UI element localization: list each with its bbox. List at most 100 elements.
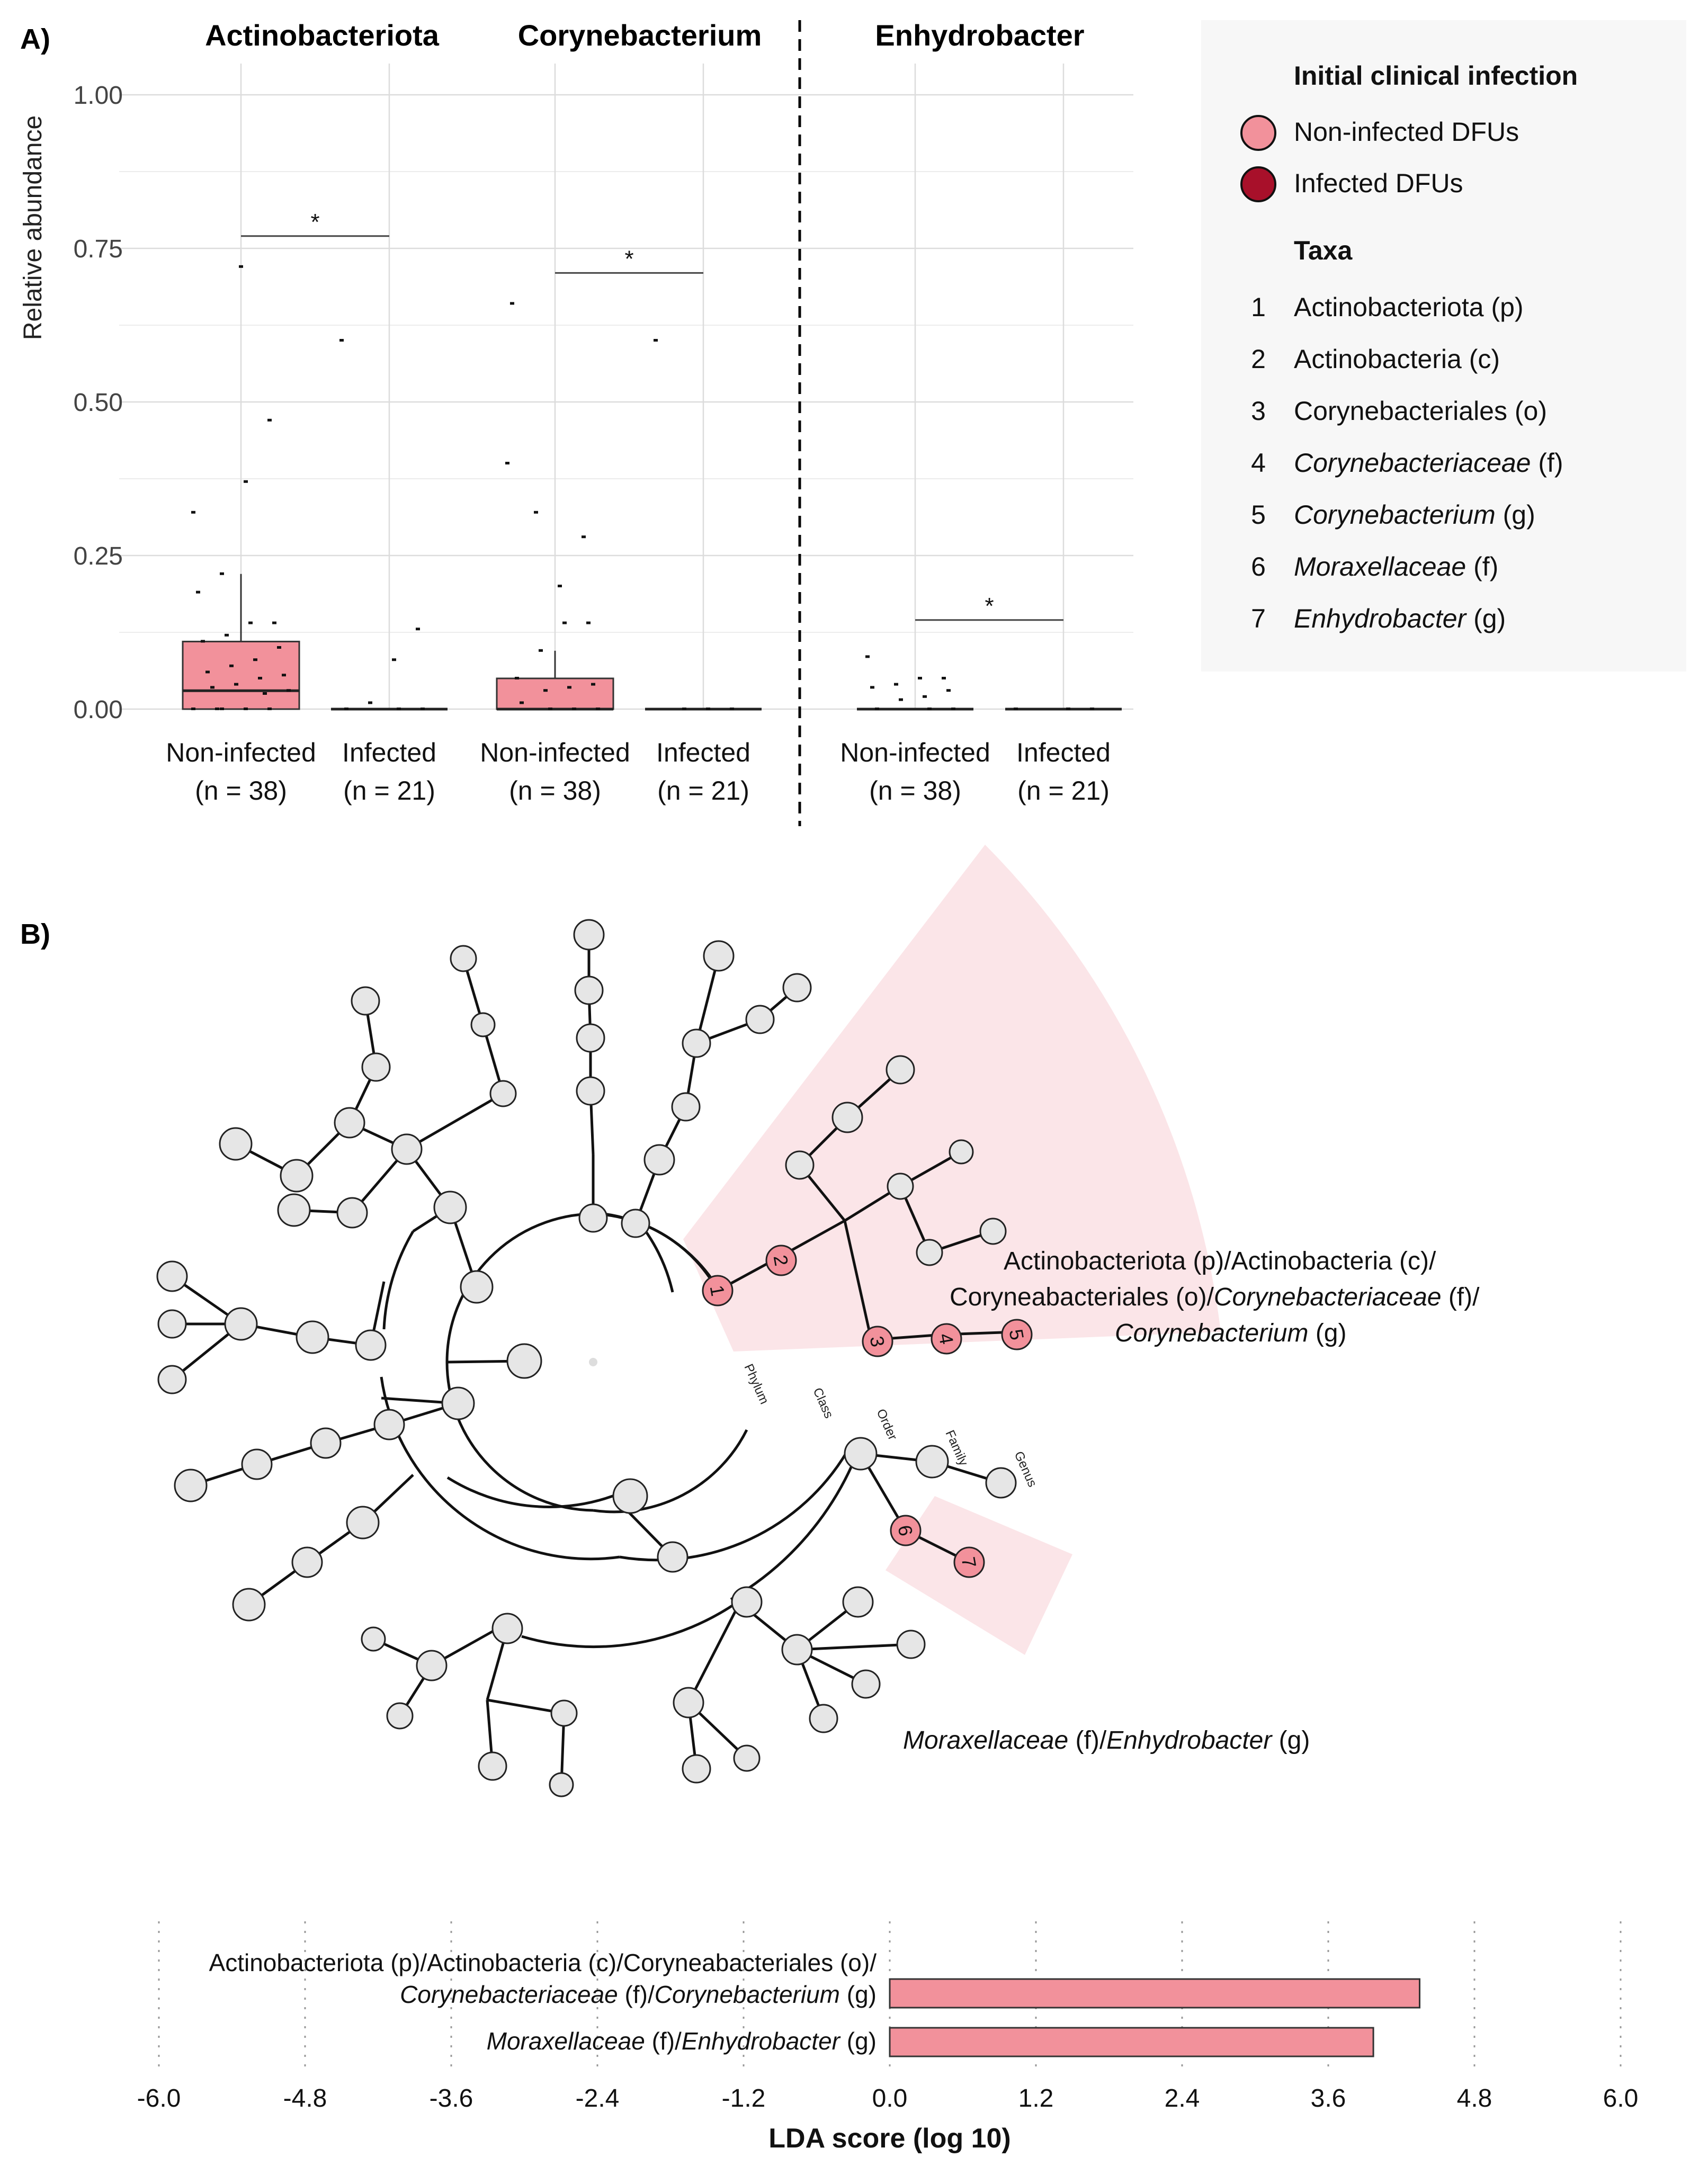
tree-node <box>549 1772 574 1797</box>
data-point <box>543 689 548 692</box>
legend-taxon-number: 5 <box>1251 500 1266 530</box>
group-n-label: (n = 38) <box>869 776 961 805</box>
clade-label-actinobacteriota-line1: Actinobacteriota (p)/Actinobacteria (c)/ <box>1004 1247 1436 1275</box>
data-point <box>272 621 276 624</box>
lda-x-tick-label: -1.2 <box>722 2084 766 2113</box>
panel-a-gridlines <box>119 94 1133 710</box>
lda-category-2-line1: Moraxellaceae (f)/Enhydrobacter (g) <box>487 2027 877 2055</box>
data-point <box>548 708 552 710</box>
tree-node <box>682 1754 711 1784</box>
y-axis-label: Relative abundance <box>19 115 47 340</box>
legend-background <box>1201 20 1686 672</box>
tree-node <box>643 1144 675 1176</box>
data-point <box>277 646 281 649</box>
group-label: Infected <box>342 738 436 767</box>
legend-taxon-number: 3 <box>1251 396 1266 426</box>
data-point <box>510 302 514 305</box>
tree-node-highlighted <box>1001 1319 1033 1350</box>
facet-corynebacterium: Corynebacterium Non-infected (n = 38) Infec… <box>480 19 762 805</box>
tree-node <box>915 1445 949 1479</box>
group-label: Non-infected <box>840 738 990 767</box>
legend-taxon: Corynebacteriales (o) <box>1294 396 1547 426</box>
tree-node <box>355 1329 387 1361</box>
tree-node <box>842 1586 874 1618</box>
tree-edge <box>843 1220 873 1340</box>
group-label: Non-infected <box>166 738 316 767</box>
data-point <box>706 708 710 710</box>
tree-node <box>612 1478 648 1514</box>
data-point <box>951 708 955 710</box>
facet-enhydrobacter: Enhydrobacter Non-infected (n = 38) Infecte… <box>840 19 1122 805</box>
legend-taxa-list: 1 Actinobacteriota (p) 2 Actinobacteria (c)… <box>1251 292 1563 633</box>
data-point <box>248 621 253 624</box>
tree-node <box>361 1626 386 1652</box>
legend-taxon: Corynebacteriaceae (f) <box>1294 448 1563 478</box>
data-point <box>205 670 210 674</box>
data-point <box>282 674 286 677</box>
clade-label-moraxellaceae: Moraxellaceae (f)/Enhydrobacter (g) <box>903 1726 1310 1755</box>
lda-bars <box>889 1978 1420 2057</box>
lda-x-tick-label: 6.0 <box>1603 2084 1639 2113</box>
tree-node <box>478 1751 507 1781</box>
tree-node <box>361 1052 391 1082</box>
tree-node-highlighted <box>765 1245 797 1276</box>
tree-edge <box>797 1643 911 1651</box>
rank-label: Phylum <box>741 1362 772 1406</box>
tree-node <box>441 1386 475 1420</box>
data-point <box>416 628 420 631</box>
significance-label: * <box>310 209 319 235</box>
panel-a-boxplots: A) Relative abundance 0.00 0.25 0.50 0.75 1.… <box>19 19 1133 826</box>
tree-node <box>673 1687 704 1719</box>
tree-node <box>241 1448 273 1480</box>
group-n-label: (n = 38) <box>509 776 601 805</box>
group-n-label: (n = 38) <box>195 776 287 805</box>
tree-edge <box>521 1598 743 1649</box>
tree-node <box>291 1546 323 1578</box>
group-label: Infected <box>656 738 750 767</box>
data-point <box>258 677 262 679</box>
tree-node <box>219 1127 253 1161</box>
facet-actinobacteriota: Actinobacteriota Non-infected (n = 38) Infe… <box>166 19 448 805</box>
data-point <box>558 585 562 587</box>
tree-edge <box>593 1211 722 1293</box>
tree-node <box>310 1427 342 1459</box>
tree-node <box>949 1139 974 1165</box>
tree-node <box>157 1309 187 1339</box>
tree-node <box>621 1209 650 1238</box>
tree-node <box>351 986 380 1016</box>
data-point <box>196 590 200 594</box>
tree-node <box>506 1343 542 1379</box>
tree-node <box>886 1055 915 1085</box>
data-point <box>239 265 243 268</box>
tree-node <box>657 1541 688 1573</box>
legend-item-non-infected: Non-infected DFUs <box>1294 117 1519 147</box>
tree-node <box>844 1437 878 1471</box>
tree-node <box>851 1669 881 1699</box>
lda-x-tick-label: -2.4 <box>576 2084 620 2113</box>
box-iqr <box>496 677 614 710</box>
data-point <box>596 708 600 710</box>
tree-node <box>785 1150 815 1180</box>
y-tick-label: 0.00 <box>74 696 123 724</box>
data-point <box>899 698 903 701</box>
lda-bar-chart: Actinobacteriota (p)/Actinobacteria (c)/… <box>137 1921 1639 2154</box>
data-point <box>942 677 946 679</box>
lda-x-tick-label: -6.0 <box>137 2084 181 2113</box>
data-point <box>220 708 224 710</box>
tree-node <box>386 1702 414 1730</box>
legend-taxon: Moraxellaceae (f) <box>1294 552 1498 581</box>
tree-node <box>979 1218 1007 1245</box>
lda-x-tick-label: -4.8 <box>283 2084 327 2113</box>
data-point <box>1090 708 1094 710</box>
tree-node <box>334 1107 365 1139</box>
tree-edge <box>687 1598 743 1704</box>
y-tick-label: 0.50 <box>74 389 123 417</box>
tree-node <box>470 1012 496 1037</box>
tree-node <box>296 1320 329 1354</box>
data-point <box>234 683 238 686</box>
data-point <box>730 708 734 710</box>
data-point <box>586 621 591 624</box>
data-point <box>344 708 348 710</box>
tree-node <box>896 1630 926 1659</box>
